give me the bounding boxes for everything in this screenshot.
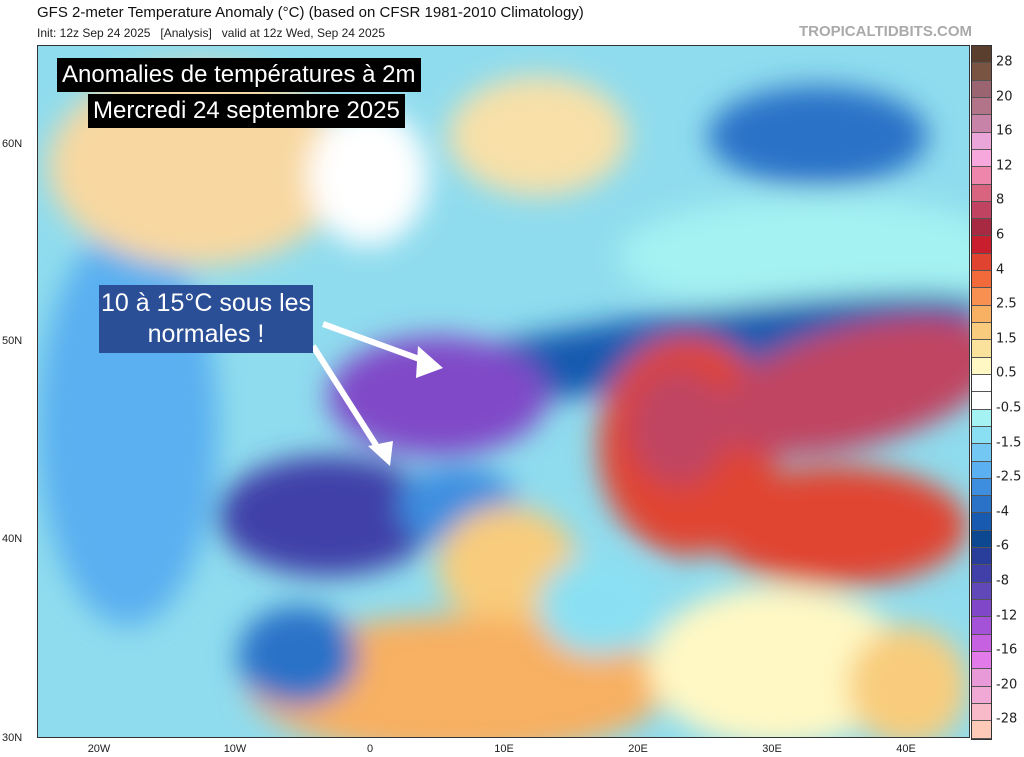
colorbar-swatch (972, 357, 991, 375)
colorbar-swatch (972, 651, 991, 670)
lon-label: 20W (87, 743, 111, 755)
chart-subtitle: Init: 12z Sep 24 2025 [Analysis] valid a… (37, 26, 385, 40)
colorbar-swatch (972, 513, 991, 531)
colorbar-swatch (972, 340, 991, 358)
colorbar-swatch (972, 426, 991, 445)
lat-label: 40N (2, 533, 23, 545)
colorbar-swatch (972, 530, 991, 549)
annotation-box: 10 à 15°C sous les normales ! (99, 285, 313, 353)
brand-watermark: TROPICALTIDBITS.COM (798, 23, 972, 40)
colorbar-swatch (972, 184, 991, 202)
colorbar-swatch (972, 115, 991, 133)
colorbar-label: -20 (996, 677, 1018, 693)
colorbar-label: 1.5 (996, 331, 1017, 347)
lat-label: 60N (2, 138, 23, 150)
colorbar-label: 2.5 (996, 296, 1017, 312)
colorbar-swatch (972, 271, 991, 289)
colorbar-label: -8 (996, 573, 1009, 589)
colorbar-swatch (972, 201, 991, 220)
colorbar-label: 8 (996, 192, 1005, 208)
colorbar-swatch (972, 80, 991, 98)
colorbar-swatch (972, 669, 991, 687)
anomaly-map: Anomalies de températures à 2m Mercredi … (37, 45, 970, 738)
colorbar-swatch (972, 97, 991, 116)
colorbar-swatch (972, 167, 991, 185)
colorbar-swatch (972, 323, 991, 341)
colorbar-swatch (972, 149, 991, 168)
colorbar (971, 45, 992, 740)
colorbar-label: 12 (996, 158, 1013, 174)
colorbar-swatch (972, 444, 991, 462)
colorbar-label: -28 (996, 711, 1018, 727)
colorbar-label: 6 (996, 227, 1005, 243)
colorbar-label: -1.5 (996, 435, 1022, 451)
lon-label: 0 (366, 743, 374, 755)
arrow-head-icon (368, 441, 393, 466)
colorbar-label: 28 (996, 54, 1013, 70)
colorbar-swatch (972, 392, 991, 410)
lon-label: 40E (896, 743, 916, 755)
arrow-head-icon (416, 346, 443, 378)
colorbar-swatch (972, 132, 991, 150)
colorbar-label: -6 (996, 538, 1009, 554)
colorbar-swatch (972, 409, 991, 427)
colorbar-swatch (972, 305, 991, 323)
colorbar-swatch (972, 634, 991, 652)
colorbar-label: -12 (996, 608, 1018, 624)
colorbar-label: 16 (996, 123, 1013, 139)
colorbar-label: -2.5 (996, 469, 1022, 485)
colorbar-swatch (972, 219, 991, 237)
arrows (310, 321, 443, 466)
colorbar-swatch (972, 374, 991, 393)
colorbar-swatch (972, 288, 991, 306)
arrow-icon (310, 344, 386, 458)
lon-label: 10E (494, 743, 514, 755)
chart-title: GFS 2-meter Temperature Anomaly (°C) (ba… (37, 4, 584, 21)
colorbar-label: -0.5 (996, 400, 1022, 416)
colorbar-swatch (972, 721, 991, 739)
colorbar-swatch (972, 236, 991, 254)
colorbar-label: 20 (996, 89, 1013, 105)
colorbar-swatch (972, 582, 991, 600)
colorbar-swatch (972, 253, 991, 272)
colorbar-swatch (972, 686, 991, 704)
colorbar-swatch (972, 548, 991, 566)
arrow-icon (321, 321, 435, 367)
colorbar-swatch (972, 617, 991, 635)
lat-label: 30N (2, 732, 23, 744)
lon-label: 10W (223, 743, 247, 755)
colorbar-swatch (972, 46, 991, 64)
colorbar-swatch (972, 496, 991, 514)
colorbar-swatch (972, 600, 991, 618)
colorbar-label: -16 (996, 642, 1018, 658)
colorbar-swatch (972, 703, 991, 722)
overlay-date: Mercredi 24 septembre 2025 (88, 94, 405, 128)
lon-label: 20E (628, 743, 648, 755)
colorbar-swatch (972, 478, 991, 497)
colorbar-swatch (972, 63, 991, 81)
colorbar-swatch (972, 461, 991, 479)
colorbar-swatch (972, 565, 991, 583)
colorbar-label: 0.5 (996, 365, 1017, 381)
lat-label: 50N (2, 335, 23, 347)
colorbar-label: 4 (996, 262, 1005, 278)
colorbar-label: -4 (996, 504, 1009, 520)
overlay-title: Anomalies de températures à 2m (57, 58, 421, 92)
lon-label: 30E (762, 743, 782, 755)
